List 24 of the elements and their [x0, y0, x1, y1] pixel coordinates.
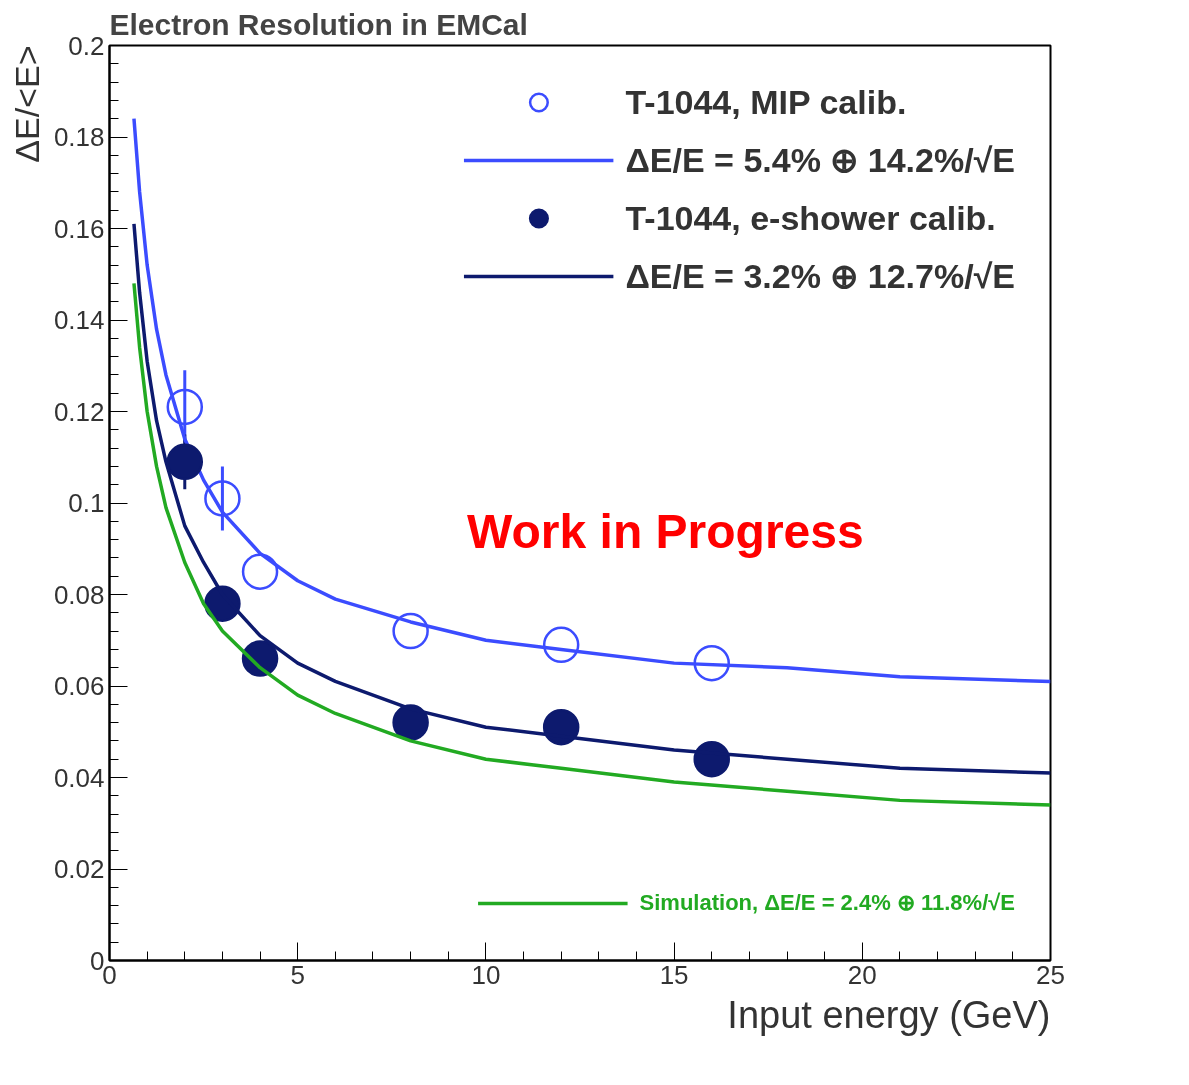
x-tick-label: 20 — [847, 959, 877, 990]
x-axis-title: Input energy (GeV) — [727, 993, 1051, 1036]
y-tick-label: 0.02 — [53, 854, 105, 884]
x-tick-label: 10 — [471, 959, 501, 990]
x-tick-label: 25 — [1036, 959, 1065, 990]
chart-title: Electron Resolution in EMCal — [109, 7, 528, 41]
y-tick-label: 0.1 — [68, 488, 105, 518]
y-tick-label: 0.2 — [68, 30, 105, 61]
legend-label: T-1044, MIP calib. — [625, 82, 907, 122]
text: Simulation, ΔE/E = 2.4% ⊕ 11.8%/√E — [639, 890, 1015, 916]
legend-label: ΔE/E = 5.4% ⊕ 14.2%/√E — [625, 140, 1015, 180]
y-tick-label: 0.18 — [53, 122, 105, 152]
y-tick-label: 0.16 — [53, 213, 105, 244]
y-tick-label: 0.08 — [53, 579, 105, 610]
y-axis-title: ΔE/<E> — [7, 45, 46, 163]
y-tick-label: 0.14 — [53, 305, 105, 335]
y-tick-label: 0.06 — [53, 671, 105, 701]
y-tick-label: 0.04 — [53, 762, 105, 793]
legend-label: T-1044, e-shower calib. — [625, 198, 996, 238]
legend-label: ΔE/E = 3.2% ⊕ 12.7%/√E — [625, 256, 1015, 296]
y-tick-label: 0.12 — [53, 396, 105, 427]
x-tick-label: 5 — [290, 959, 305, 990]
x-tick-label: 15 — [659, 959, 689, 990]
annotation: Work in Progress — [467, 504, 864, 558]
